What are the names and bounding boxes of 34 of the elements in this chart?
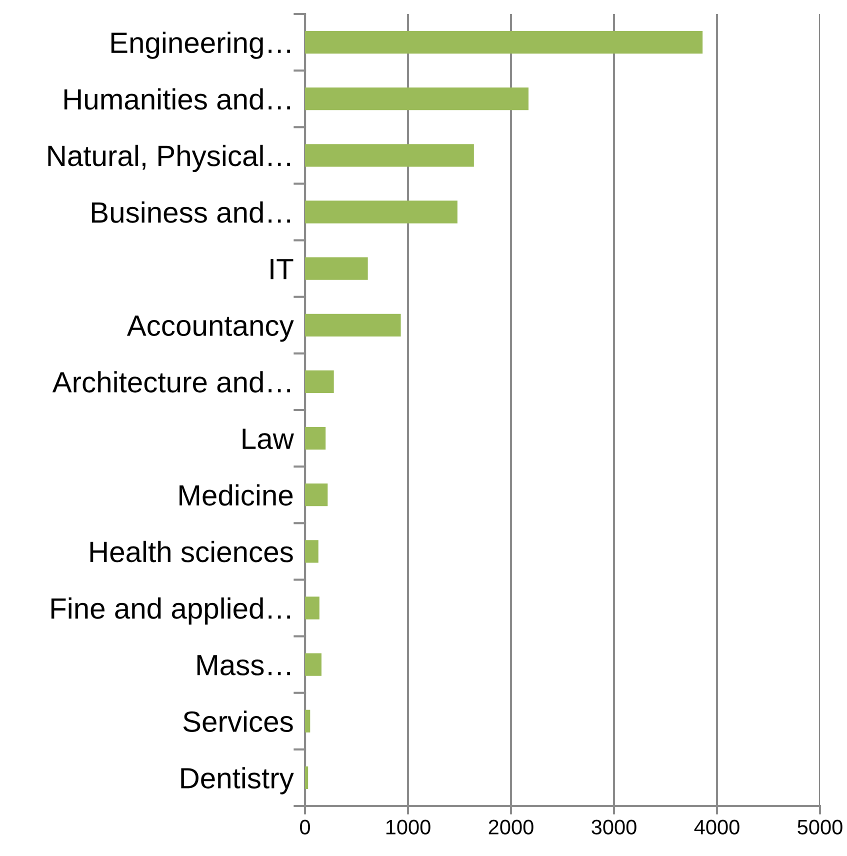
y-tick-label: Accountancy [126, 316, 294, 342]
y-tick-label: Health sciences [90, 540, 293, 562]
y-tick-label: Dentistry [181, 767, 294, 794]
bar [305, 426, 326, 450]
bar [305, 370, 334, 394]
y-tick-label: Natural, Physical… [48, 144, 290, 172]
bar [305, 88, 529, 110]
y-tick-label: Business and… [92, 201, 290, 223]
y-tick-label: Architecture and… [52, 371, 290, 393]
bar [305, 710, 310, 732]
bar [305, 484, 328, 506]
bar [305, 257, 368, 280]
bar [305, 200, 458, 224]
y-tick-label: Engineering… [111, 32, 290, 59]
x-tick-label: 5000 [798, 820, 842, 834]
x-tick-label: 4000 [694, 820, 740, 834]
bar [305, 766, 308, 790]
bar [305, 653, 322, 676]
bar [305, 30, 703, 54]
bar [305, 314, 401, 336]
x-tick-label: 2000 [488, 820, 534, 834]
y-tick-label: Fine and applied… [51, 597, 290, 625]
y-tick-label: Medicine [180, 484, 293, 506]
y-tick-label: Mass… [197, 655, 290, 676]
y-tick-label: IT [270, 259, 294, 280]
x-tick-label: 1000 [386, 820, 430, 834]
y-tick-label: Services [183, 710, 293, 732]
y-tick-label: Law [242, 428, 294, 450]
x-tick-label: 3000 [592, 820, 636, 834]
bar [305, 540, 318, 563]
bar [305, 596, 320, 620]
bar [305, 144, 474, 167]
x-tick-label: 0 [300, 820, 310, 834]
y-tick-label: Humanities and… [64, 88, 290, 110]
